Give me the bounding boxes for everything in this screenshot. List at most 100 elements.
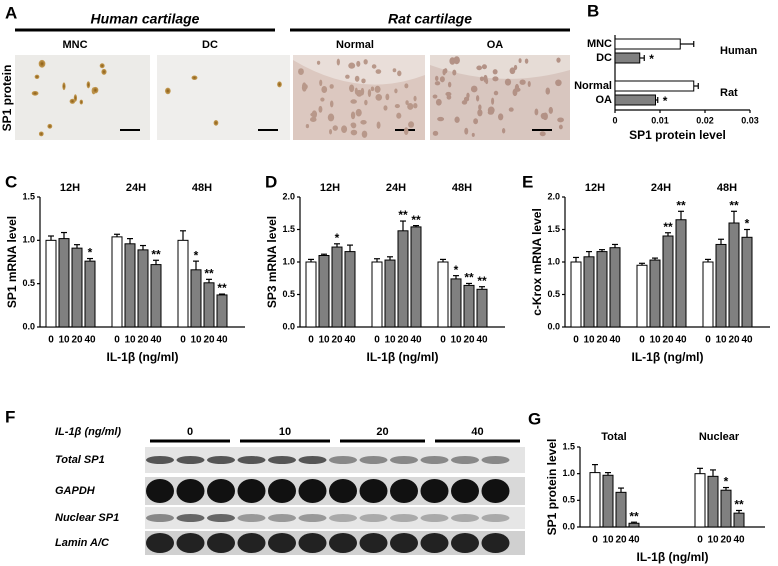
cell	[493, 90, 499, 96]
significance: *	[194, 248, 199, 262]
band	[359, 479, 388, 503]
x-axis-label: SP1 protein level	[629, 128, 726, 142]
cell	[524, 58, 529, 64]
significance: *	[88, 246, 93, 260]
bar	[570, 261, 582, 328]
x-tick-label: 10	[707, 535, 719, 546]
cell	[298, 68, 304, 75]
y-tick-label: DC	[596, 52, 612, 64]
bar	[694, 473, 706, 528]
row-label: GAPDH	[55, 485, 96, 497]
bar	[589, 472, 601, 528]
cell	[514, 87, 521, 92]
cell	[487, 110, 494, 115]
cell	[548, 106, 554, 114]
cell	[491, 97, 495, 105]
cell	[349, 84, 355, 93]
x-tick-label: 10	[384, 335, 396, 346]
cell	[413, 103, 418, 109]
cell	[504, 78, 512, 86]
dose: 20	[376, 426, 388, 438]
significance: *	[745, 217, 750, 231]
band	[268, 533, 296, 553]
band	[176, 456, 205, 464]
significance: **	[676, 198, 686, 212]
bar	[614, 38, 681, 50]
bar	[71, 247, 83, 328]
significance: **	[734, 498, 744, 512]
cell	[407, 103, 414, 110]
y-tick-label: 1.0	[547, 256, 560, 266]
cell	[38, 131, 44, 137]
x-tick-label: 10	[715, 335, 727, 346]
x-tick-label: 0	[114, 335, 120, 346]
bar	[84, 260, 96, 328]
bar	[602, 474, 614, 528]
band	[237, 456, 266, 464]
cell	[92, 86, 99, 94]
band	[390, 456, 418, 464]
cell	[329, 84, 334, 89]
bar	[331, 246, 343, 328]
cell	[302, 82, 307, 91]
band	[390, 533, 418, 553]
y-axis-label: SP1 protein	[0, 65, 14, 132]
cell	[461, 100, 468, 105]
cell	[473, 118, 479, 125]
bar	[216, 294, 228, 328]
y-tick-label: 2.0	[282, 191, 295, 201]
band	[329, 514, 357, 522]
band	[420, 479, 449, 503]
y-axis-label: c-Krox mRNA level	[530, 208, 544, 316]
band	[359, 533, 388, 553]
cell	[432, 130, 439, 136]
cell	[476, 65, 483, 71]
x-tick-label: 40	[733, 535, 745, 546]
y-tick-label: 1.5	[562, 441, 575, 451]
group-label: Human	[720, 45, 758, 57]
band	[481, 514, 510, 522]
x-tick-label: 40	[410, 335, 422, 346]
bar	[675, 219, 687, 328]
cell	[329, 100, 334, 108]
panel-label: B	[587, 1, 599, 20]
band	[451, 479, 479, 503]
cell	[475, 95, 480, 102]
group-label: 48H	[717, 182, 737, 194]
cell	[354, 75, 360, 82]
cell	[540, 112, 547, 120]
band	[481, 479, 510, 503]
cell	[481, 64, 487, 70]
cell	[213, 120, 219, 126]
band	[481, 456, 510, 464]
x-tick-label: 0	[592, 535, 598, 546]
x-tick-label: 20	[728, 335, 740, 346]
cell	[364, 99, 368, 106]
y-tick-label: 1.5	[282, 224, 295, 234]
band	[329, 456, 357, 464]
sample-label: DC	[202, 39, 218, 51]
cell	[320, 97, 325, 102]
x-tick-label: 10	[602, 535, 614, 546]
x-tick-label: 20	[596, 335, 608, 346]
cell	[452, 69, 457, 76]
band	[237, 479, 266, 503]
band	[298, 456, 327, 464]
band	[298, 533, 327, 553]
band	[268, 514, 296, 522]
cell	[327, 113, 335, 122]
panel-label: D	[265, 172, 277, 191]
cell	[555, 79, 562, 87]
bar	[614, 52, 641, 64]
cell	[385, 93, 390, 101]
x-tick-label: 0.03	[741, 115, 759, 125]
bar	[720, 489, 732, 528]
bar	[137, 249, 149, 328]
panel-label: C	[5, 172, 17, 191]
y-tick-label: Normal	[574, 80, 612, 92]
cell	[397, 70, 402, 77]
x-tick-label: 0	[440, 335, 446, 346]
sample-label: MNC	[62, 39, 87, 51]
cell	[316, 60, 321, 65]
bar	[636, 264, 648, 328]
